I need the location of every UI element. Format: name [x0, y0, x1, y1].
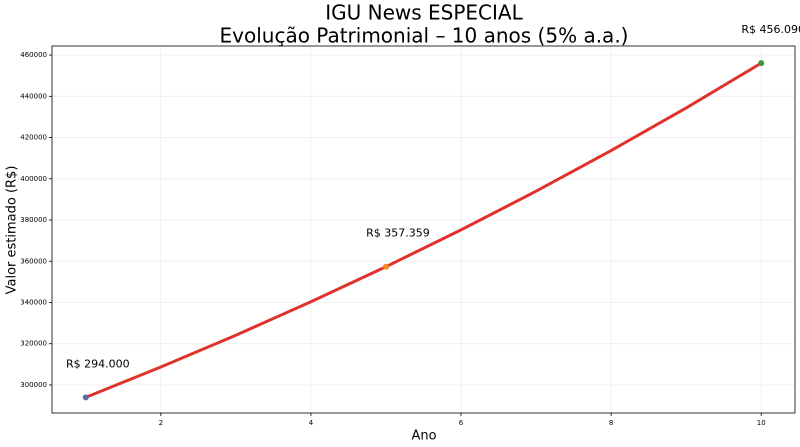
- y-tick-label: 320000: [20, 340, 47, 348]
- y-tick-label: 360000: [20, 257, 47, 265]
- plot-frame: [51, 45, 796, 414]
- x-tick-label: 8: [609, 419, 613, 427]
- x-tick-label: 2: [159, 419, 163, 427]
- value-label: R$ 357.359: [366, 227, 430, 240]
- y-tick-label: 380000: [20, 216, 47, 224]
- x-tick-label: 4: [309, 419, 314, 427]
- x-tick-label: 10: [757, 419, 766, 427]
- y-tick-label: 400000: [20, 175, 47, 183]
- x-axis-label: Ano: [411, 429, 436, 444]
- data-line: [85, 61, 762, 399]
- value-label: R$ 456.090: [741, 23, 800, 36]
- chart-subtitle: Evolução Patrimonial – 10 anos (5% a.a.): [220, 24, 629, 48]
- x-tick-label: 6: [459, 419, 464, 427]
- y-tick-label: 340000: [20, 298, 47, 306]
- y-tick-label: 460000: [20, 51, 47, 59]
- y-axis-label: Valor estimado (R$): [5, 166, 20, 295]
- y-tick-label: 420000: [20, 134, 47, 142]
- y-tick-label: 440000: [20, 92, 47, 100]
- data-point: [382, 263, 389, 270]
- y-tick-label: 300000: [20, 381, 47, 389]
- data-point: [82, 394, 89, 401]
- value-label: R$ 294.000: [66, 357, 130, 370]
- data-point: [758, 60, 765, 67]
- chart-title: IGU News ESPECIAL: [325, 1, 523, 25]
